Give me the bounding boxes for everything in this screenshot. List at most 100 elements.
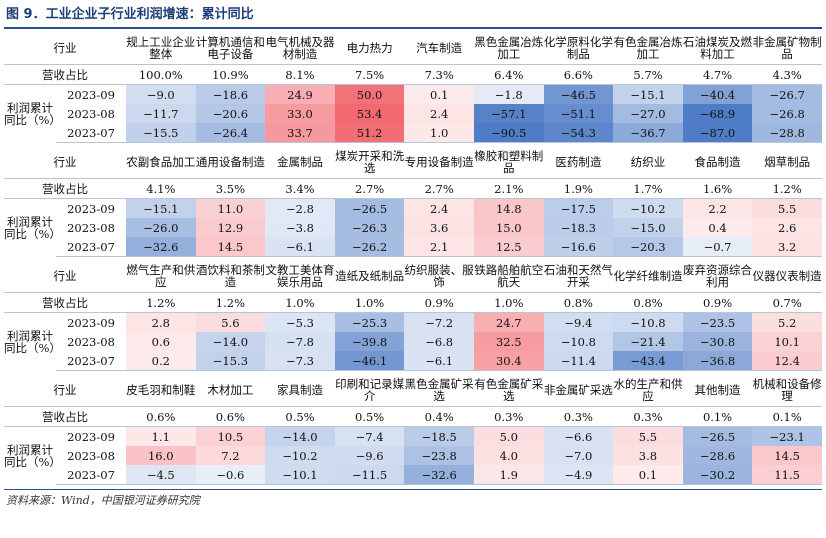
heatmap-cell: 0.1 <box>613 465 683 485</box>
heatmap-cell: −6.1 <box>404 351 474 371</box>
heatmap-cell: −28.6 <box>682 446 753 465</box>
date-label: 2023-07 <box>56 237 126 257</box>
heatmap-cell: −11.7 <box>126 104 196 123</box>
revenue-share-cell: 0.1% <box>682 406 753 427</box>
heatmap-cell: −26.5 <box>682 426 753 446</box>
revenue-share-cell: 1.9% <box>543 178 614 199</box>
heatmap-cell: −30.8 <box>682 332 753 351</box>
heatmap-cell: 4.0 <box>473 446 544 465</box>
date-label: 2023-07 <box>56 123 126 143</box>
revenue-share-cell: 7.3% <box>404 64 474 85</box>
date-label: 2023-09 <box>67 201 115 216</box>
heatmap-cell: −16.6 <box>543 237 614 257</box>
heatmap-cell: −7.8 <box>265 332 335 351</box>
heatmap-block: 行业 规上工业企业整体 计算机通信和电子设备 电气机械及器材制造 电力热力 汽车制造 黑色金… <box>4 32 822 143</box>
heatmap-cell: 3.8 <box>613 446 683 465</box>
heatmap-cell: −10.2 <box>613 198 683 218</box>
heatmap-cell: 2.6 <box>752 218 822 237</box>
heatmap-cell: 5.0 <box>473 426 544 446</box>
revenue-share-cell: 8.1% <box>265 64 335 85</box>
heatmap-cell: −46.1 <box>334 351 405 371</box>
date-label: 2023-07 <box>56 465 126 485</box>
revenue-share-cell: 100.0% <box>126 64 196 85</box>
revenue-share-label: 营收占比 <box>4 178 126 199</box>
profit-metric-label: 利润累计同比（%） <box>4 100 56 127</box>
heatmap-cell: 5.5 <box>613 426 683 446</box>
heatmap-cell: −9.6 <box>334 446 405 465</box>
revenue-share-cell: 0.9% <box>682 292 753 313</box>
heatmap-cell: −54.3 <box>543 123 614 143</box>
heatmap-cell: 5.6 <box>195 312 266 332</box>
heatmap-cell: −14.0 <box>195 332 266 351</box>
profit-row: 2023-07 0.2 −15.3 −7.3 −46.1 −6.1 30.4 −11.4 −43… <box>4 351 822 371</box>
revenue-share-cell: 1.2% <box>126 292 196 313</box>
revenue-share-row: 营收占比 100.0% 10.9% 8.1% 7.5% 7.3% 6.4% 6.6% 5.7% 4… <box>4 64 822 85</box>
date-label: 2023-08 <box>67 334 115 349</box>
industry-name: 黑色金属冶炼加工 <box>474 35 544 61</box>
heatmap-block: 行业 农副食品加工 通用设备制造 金属制品 煤炭开采和洗选 专用设备制造 橡胶和塑料制品 医药… <box>4 146 822 257</box>
heatmap-cell: −0.6 <box>195 465 266 485</box>
date-label: 2023-07 <box>56 351 126 371</box>
heatmap-cell: 51.2 <box>334 123 405 143</box>
heatmap-cell: −68.9 <box>682 104 753 123</box>
industry-name: 铁路船舶航空航天 <box>474 263 544 289</box>
revenue-share-cell: 7.5% <box>334 64 405 85</box>
heatmap-cell: 7.2 <box>195 446 266 465</box>
heatmap-cell: −15.3 <box>195 351 266 371</box>
revenue-share-cell: 0.7% <box>752 292 822 313</box>
revenue-share-cell: 1.7% <box>613 178 683 199</box>
revenue-share-cell: 0.5% <box>334 406 405 427</box>
heatmap-cell: 1.9 <box>473 465 544 485</box>
revenue-share-row: 营收占比 1.2% 1.2% 1.0% 1.0% 0.9% 1.0% 0.8% 0.8% 0.9%… <box>4 292 822 313</box>
heatmap-cell: −20.3 <box>613 237 683 257</box>
heatmap-cell: 2.1 <box>404 237 474 257</box>
industry-name: 石油和天然气开采 <box>543 263 613 289</box>
heatmap-cell: 12.4 <box>752 351 822 371</box>
heatmap-cell: 24.7 <box>473 312 544 332</box>
industry-header-row: 行业 农副食品加工 通用设备制造 金属制品 煤炭开采和洗选 专用设备制造 橡胶和塑料制品 医药… <box>4 146 822 179</box>
heatmap-cell: −6.8 <box>404 332 474 351</box>
industry-name: 金属制品 <box>276 155 323 169</box>
industry-name: 废弃资源综合利用 <box>683 263 753 289</box>
heatmap-cell: 2.8 <box>126 312 196 332</box>
revenue-share-cell: 3.4% <box>265 178 335 199</box>
industry-name: 电气机械及器材制造 <box>265 35 335 61</box>
revenue-share-label: 营收占比 <box>4 64 126 85</box>
heatmap-cell: −30.2 <box>682 465 753 485</box>
industry-name: 医药制造 <box>555 155 602 169</box>
figure-title: 图 9．工业企业子行业利润增速：累计同比 <box>6 7 254 22</box>
heatmap-cell: −23.8 <box>404 446 474 465</box>
industry-header-row: 行业 规上工业企业整体 计算机通信和电子设备 电气机械及器材制造 电力热力 汽车制造 黑色金… <box>4 32 822 65</box>
industry-name: 燃气生产和供应 <box>126 263 196 289</box>
revenue-share-cell: 5.7% <box>613 64 683 85</box>
revenue-share-cell: 1.0% <box>473 292 544 313</box>
profit-row: 2023-08 −11.7 −20.6 33.0 53.4 2.4 −57.1 −51.1 −2… <box>4 104 822 123</box>
heatmap-cell: −23.5 <box>682 312 753 332</box>
heatmap-cell: 11.0 <box>195 198 266 218</box>
profit-row: 2023-08 −26.0 12.9 −3.8 −26.3 3.6 15.0 −18.3 −15… <box>4 218 822 237</box>
industry-name: 机械和设备修理 <box>752 377 822 403</box>
revenue-share-cell: 2.7% <box>404 178 474 199</box>
revenue-share-label: 营收占比 <box>4 292 126 313</box>
heatmap-cell: −43.4 <box>613 351 683 371</box>
heatmap-cell: −39.8 <box>334 332 405 351</box>
revenue-share-cell: 4.3% <box>752 64 822 85</box>
heatmap-cell: −28.8 <box>752 123 822 143</box>
industry-name: 橡胶和塑料制品 <box>474 149 544 175</box>
heatmap-cell: −57.1 <box>473 104 544 123</box>
industry-name: 煤炭开采和洗选 <box>335 149 405 175</box>
industry-name: 化学原料化学制品 <box>543 35 613 61</box>
heatmap-cell: 16.0 <box>126 446 196 465</box>
industry-name: 水的生产和供应 <box>613 377 683 403</box>
heatmap-cell: −51.1 <box>543 104 614 123</box>
heatmap-cell: 0.6 <box>126 332 196 351</box>
industry-name: 皮毛羽和制鞋 <box>126 383 196 397</box>
industry-name: 电力热力 <box>346 41 393 55</box>
heatmap-cell: −40.4 <box>682 84 753 104</box>
industry-header-label: 行业 <box>53 41 77 55</box>
profit-row: 利润累计同比（%） 2023-09 −9.0 −18.6 24.9 50.0 0.1 −1.8… <box>4 84 822 126</box>
date-label: 2023-08 <box>67 106 115 121</box>
profit-row: 利润累计同比（%） 2023-09 −15.1 11.0 −2.8 −26.5 2.4 14.… <box>4 198 822 240</box>
heatmap-cell: −10.8 <box>613 312 683 332</box>
industry-name: 食品制造 <box>694 155 741 169</box>
